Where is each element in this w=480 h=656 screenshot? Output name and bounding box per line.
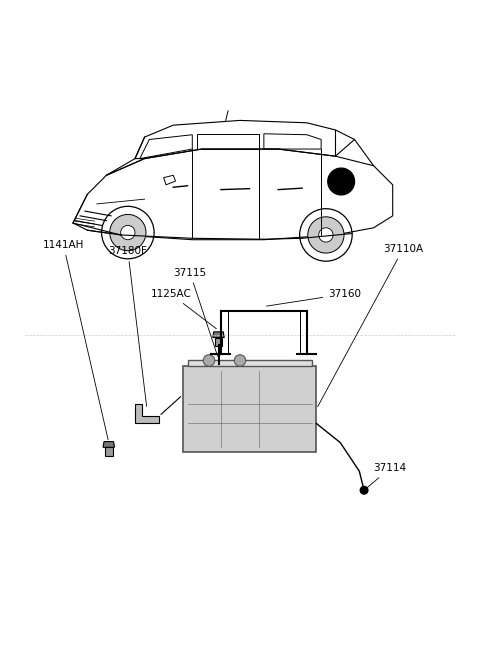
Circle shape [319, 228, 333, 242]
Text: 1125AC: 1125AC [150, 289, 216, 329]
FancyBboxPatch shape [215, 338, 222, 346]
Circle shape [203, 355, 215, 366]
Circle shape [308, 216, 344, 253]
Circle shape [234, 355, 246, 366]
Text: 37110A: 37110A [318, 243, 423, 407]
FancyBboxPatch shape [183, 366, 316, 452]
FancyBboxPatch shape [105, 447, 113, 456]
Text: 37160: 37160 [266, 289, 361, 306]
FancyBboxPatch shape [188, 360, 312, 366]
Polygon shape [103, 441, 115, 447]
Polygon shape [135, 404, 159, 423]
Text: 37115: 37115 [173, 268, 217, 356]
Text: 1141AH: 1141AH [43, 240, 108, 440]
Circle shape [328, 168, 355, 195]
Circle shape [120, 226, 135, 239]
Polygon shape [213, 332, 224, 338]
Text: 37114: 37114 [366, 463, 407, 489]
Text: 37180F: 37180F [108, 246, 147, 406]
Circle shape [360, 487, 368, 494]
Circle shape [110, 215, 146, 251]
